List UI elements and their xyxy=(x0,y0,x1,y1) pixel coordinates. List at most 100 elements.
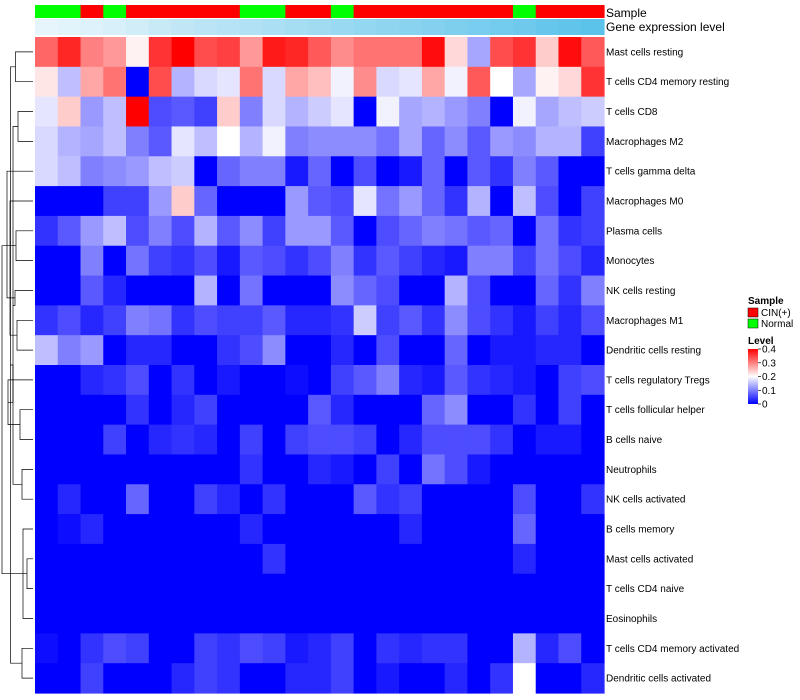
heatmap-cell xyxy=(308,96,332,128)
heatmap-cell xyxy=(148,186,173,217)
sample-track-cell xyxy=(262,5,286,18)
heatmap-cell xyxy=(376,603,400,634)
heatmap-cell xyxy=(535,603,560,634)
heatmap-cell xyxy=(490,215,514,247)
heatmap-cell xyxy=(444,484,469,515)
heatmap-cell xyxy=(421,275,446,306)
heatmap-cell xyxy=(376,305,400,336)
heatmap-cell xyxy=(490,543,514,575)
heatmap-cell xyxy=(558,275,582,306)
heatmap-cell xyxy=(148,126,173,157)
heatmap-cell xyxy=(421,215,446,247)
heatmap-cell xyxy=(126,633,150,664)
sample-track-cell xyxy=(285,5,309,18)
heatmap-cell xyxy=(376,156,400,187)
heatmap-cell xyxy=(581,514,605,545)
heatmap-cell xyxy=(148,156,173,187)
heatmap-cell xyxy=(353,126,377,157)
heatmap-cell xyxy=(262,424,286,456)
heatmap-cell xyxy=(57,156,82,187)
heatmap-cell xyxy=(558,663,582,694)
heatmap-cell xyxy=(285,156,309,187)
heatmap-cell xyxy=(308,215,332,247)
heatmap-cell xyxy=(171,37,195,68)
heatmap-cell xyxy=(353,573,377,605)
heatmap-cell xyxy=(103,215,127,247)
heatmap-cell xyxy=(262,484,286,515)
heatmap-cell xyxy=(308,573,332,605)
heatmap-cell xyxy=(217,305,241,336)
heatmap-cell xyxy=(330,275,355,306)
heatmap-cell xyxy=(308,543,332,575)
heatmap-cell xyxy=(126,186,150,217)
heatmap-cell xyxy=(148,305,173,336)
heatmap-cell xyxy=(558,66,582,98)
heatmap-cell xyxy=(512,543,537,575)
heatmap-cell xyxy=(80,394,104,426)
heatmap-cell xyxy=(467,394,491,426)
heatmap-cell xyxy=(308,335,332,366)
heatmap-cell xyxy=(217,37,241,68)
legend-normal-swatch xyxy=(747,318,759,329)
sample-track-cell xyxy=(194,5,218,18)
heatmap-cell xyxy=(581,305,605,336)
heatmap-cell xyxy=(194,514,218,545)
heatmap-cell xyxy=(444,335,469,366)
heatmap-cell xyxy=(194,96,218,128)
heatmap-cell xyxy=(103,335,127,366)
heatmap-cell xyxy=(217,543,241,575)
heatmap-cell xyxy=(103,156,127,187)
heatmap-cell xyxy=(558,633,582,664)
heatmap-cell xyxy=(353,424,377,456)
expression-track-cell xyxy=(330,19,355,35)
heatmap-cell xyxy=(262,454,286,485)
dendrogram-branch xyxy=(17,111,33,142)
heatmap-cell xyxy=(535,394,560,426)
heatmap-cell xyxy=(194,215,218,247)
heatmap-cell xyxy=(80,335,104,366)
expression-track-cell xyxy=(308,19,332,35)
heatmap-cell xyxy=(421,186,446,217)
heatmap-cell xyxy=(308,454,332,485)
heatmap-cell xyxy=(353,96,377,128)
heatmap-cell xyxy=(80,633,104,664)
heatmap-cell xyxy=(330,215,355,247)
heatmap-cell xyxy=(126,573,150,605)
heatmap-cell xyxy=(239,424,264,456)
heatmap-cell xyxy=(148,96,173,128)
heatmap-cell xyxy=(80,424,104,456)
heatmap-cell xyxy=(57,484,82,515)
heatmap-cell xyxy=(57,66,82,98)
heatmap-cell xyxy=(376,424,400,456)
heatmap-cell xyxy=(558,186,582,217)
row-label: Dendritic cells resting xyxy=(606,346,701,357)
heatmap-cell xyxy=(103,66,127,98)
heatmap-cell xyxy=(353,454,377,485)
heatmap-cell xyxy=(535,454,560,485)
heatmap-cell xyxy=(80,573,104,605)
legend-level-tick-label: 0.2 xyxy=(762,372,776,383)
heatmap-cell xyxy=(467,573,491,605)
heatmap-cell xyxy=(285,305,309,336)
heatmap-cell xyxy=(285,335,309,366)
heatmap-cell xyxy=(581,543,605,575)
heatmap-cell xyxy=(194,484,218,515)
heatmap-cell xyxy=(490,603,514,634)
heatmap-cell xyxy=(57,96,82,128)
heatmap-cell xyxy=(399,156,423,187)
heatmap-cell xyxy=(399,484,423,515)
heatmap-cell xyxy=(148,365,173,396)
heatmap-cell xyxy=(581,454,605,485)
heatmap-cell xyxy=(399,365,423,396)
row-label: T cells follicular helper xyxy=(606,405,705,416)
heatmap-cell xyxy=(308,663,332,694)
heatmap-cell xyxy=(535,514,560,545)
heatmap-cell xyxy=(35,573,59,605)
heatmap-cell xyxy=(421,484,446,515)
expression-track-cell xyxy=(217,19,241,35)
heatmap-cell xyxy=(490,663,514,694)
legend-level-tick-label: 0 xyxy=(762,400,768,411)
heatmap-cell xyxy=(535,245,560,277)
heatmap-cell xyxy=(467,66,491,98)
heatmap-cell xyxy=(376,543,400,575)
